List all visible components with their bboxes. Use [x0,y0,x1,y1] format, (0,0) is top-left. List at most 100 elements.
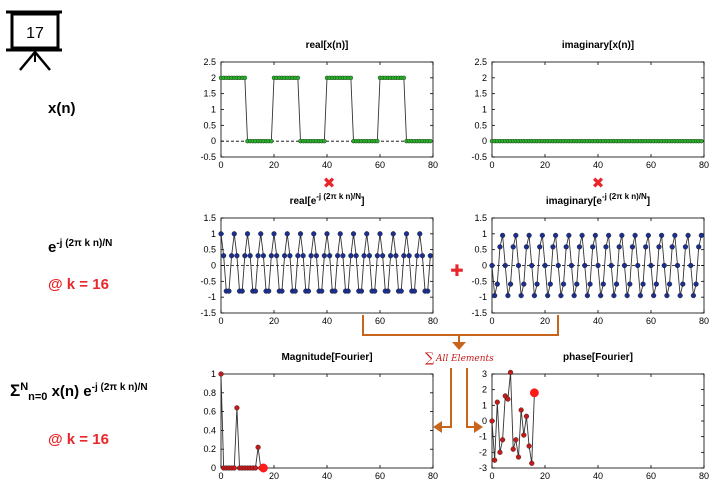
data-point [364,231,370,237]
data-point [513,437,519,443]
data-point [231,231,237,237]
data-point [218,231,224,237]
y-tick-label: 0.5 [474,245,487,255]
sum-label: All Elements [435,354,494,364]
sum-symbol: ∑ [425,351,435,366]
y-tick-label: 0 [211,463,216,473]
y-tick-label: -1 [479,292,487,302]
data-point [574,281,580,287]
data-point [582,262,588,269]
chart-phase: 0 20 40 60 80 -3 -2 -1 0 1 2 3 phase[Fourier] [479,352,709,481]
y-tick-label: 0 [482,416,487,426]
y-tick-label: 0.5 [203,245,216,255]
data-point [345,288,351,294]
y-tick-label: 0 [482,136,487,146]
data-point [539,232,545,238]
data-point [279,288,285,294]
x-tick-label: 80 [699,471,709,481]
data-point [242,253,248,259]
data-point [523,413,530,419]
data-point [600,281,606,287]
y-tick-label: 1.5 [474,213,487,223]
data-point [427,253,433,259]
data-point [268,253,274,259]
projector-icon [6,10,62,71]
y-tick-label: 1 [211,105,216,115]
chart-title-end: ] [361,196,364,207]
data-point [529,262,535,269]
data-point [616,244,622,250]
data-point [547,281,553,287]
x-tick-label: 20 [540,316,550,326]
data-point [518,407,524,413]
data-point [244,231,251,237]
y-tick-label: 1 [211,229,216,239]
data-point [563,244,569,250]
chart-title-end: ] [647,196,650,207]
data-point [324,231,330,237]
row3-formula: ΣNn=0 x(n) e-j (2π k n)/N [10,381,148,403]
chart-title-main: imaginary[x(n)] [562,40,634,51]
axes-box [491,373,705,469]
x-tick-label: 20 [269,471,279,481]
y-tick-label: 0.5 [203,120,216,130]
row3-sigma: Σ [10,381,21,400]
x-tick-label: 40 [322,160,332,170]
data-point [688,262,694,269]
data-point [252,288,259,294]
data-point [598,293,604,299]
x-tick-label: 80 [699,160,709,170]
data-point [518,293,524,299]
series-line [220,233,431,292]
chart-real-kernel: 0 20 40 60 80 -1.5 -1 -0.5 0 0.5 1 1.5 real[e-j (2π … [200,192,438,326]
data-point [653,281,659,287]
chart-imag-kernel: 0 20 40 60 80 -1.5 -1 -0.5 0 0.5 1 1.5 imaginary[e-j… [471,192,709,326]
x-tick-label: 40 [322,316,332,326]
data-point [260,253,267,259]
row2-k-label: @ k = 16 [48,276,109,293]
data-point [398,288,404,294]
data-point [335,253,341,259]
y-tick-label: 2 [482,73,487,83]
data-point [699,138,704,144]
data-point [271,231,277,237]
data-point [401,75,407,81]
data-point [611,293,617,299]
data-point [497,244,503,250]
data-point [374,253,380,259]
x-tick-label: 60 [375,471,385,481]
chart-title-sup: -j (2π k n)/N [602,192,647,201]
data-point [608,262,614,269]
data-point [666,281,673,287]
data-point [234,253,240,259]
chart-title: real[x(n)] [306,40,349,51]
data-point [550,244,556,250]
data-point [497,449,503,455]
y-tick-label: -0.5 [471,152,487,162]
data-point [579,232,585,238]
data-point [350,231,357,237]
data-point [234,405,240,411]
data-point [523,244,530,250]
data-point [284,231,290,237]
data-point [375,138,380,144]
chart-title-sup: -j (2π k n)/N [316,192,361,201]
data-point [672,232,678,238]
data-point [592,232,598,238]
y-tick-label: 1 [482,229,487,239]
data-point [696,244,702,250]
data-point [643,244,649,250]
data-point [635,262,641,269]
data-point [576,244,583,250]
y-tick-label: 1.5 [474,89,487,99]
data-point [292,288,298,294]
data-point [406,253,412,259]
data-point [390,231,396,237]
data-point [621,262,628,269]
y-tick-label: 0.6 [203,407,216,417]
data-point [661,262,667,269]
data-point [353,253,359,259]
data-point [489,418,495,424]
